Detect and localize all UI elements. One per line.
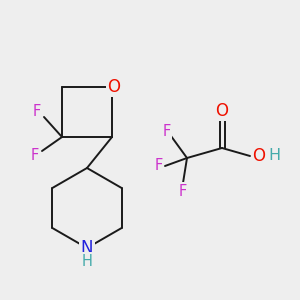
Text: H: H bbox=[82, 254, 92, 268]
Text: N: N bbox=[81, 239, 93, 257]
Text: O: O bbox=[107, 78, 121, 96]
Text: O: O bbox=[252, 147, 265, 165]
Text: H: H bbox=[268, 148, 280, 163]
Text: F: F bbox=[155, 158, 163, 173]
Text: F: F bbox=[31, 148, 39, 163]
Text: F: F bbox=[163, 124, 171, 139]
Text: F: F bbox=[33, 104, 41, 119]
Text: O: O bbox=[215, 102, 229, 120]
Text: F: F bbox=[179, 184, 187, 199]
